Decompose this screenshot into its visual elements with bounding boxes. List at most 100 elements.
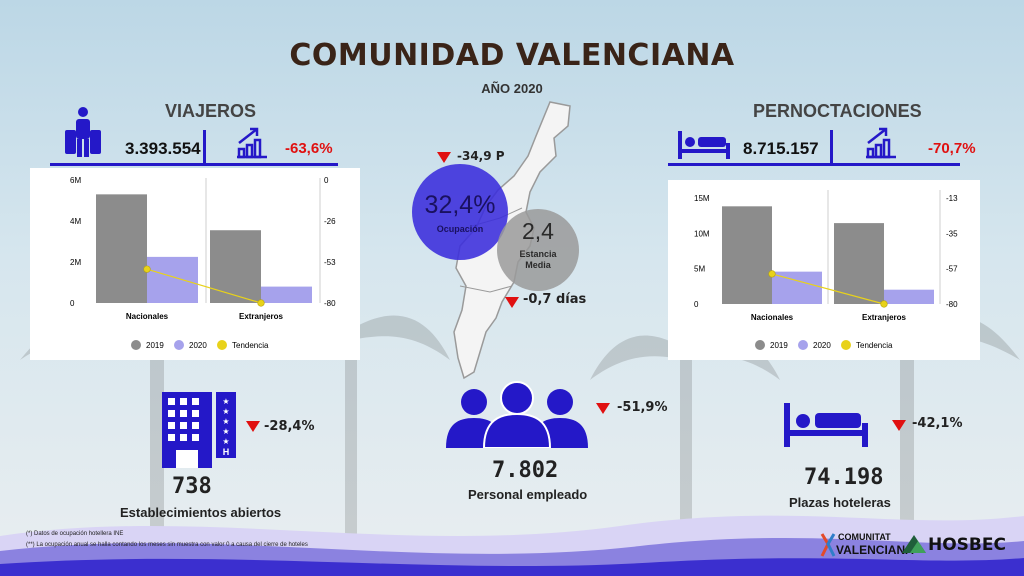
trend-line	[146, 268, 262, 304]
y-tick-label: 2M	[70, 258, 81, 267]
bar-2020	[884, 289, 934, 304]
down-arrow-icon	[246, 421, 260, 432]
category-label: Extranjeros	[239, 312, 284, 321]
footer-wave	[0, 515, 1024, 576]
trend-point	[768, 270, 776, 278]
svg-text:★: ★	[222, 417, 229, 426]
svg-text:★: ★	[222, 397, 229, 406]
y-tick-label: 5M	[694, 265, 705, 274]
divider	[203, 130, 206, 164]
y2-tick-label: -35	[946, 229, 958, 238]
underline	[668, 163, 960, 166]
stay-circle	[497, 209, 579, 291]
pernoctaciones-title: PERNOCTACIONES	[753, 101, 922, 121]
viajeros-total: 3.393.554	[125, 139, 201, 158]
personal-label: Personal empleado	[468, 487, 588, 502]
svg-text:★: ★	[222, 407, 229, 416]
viajeros-title: VIAJEROS	[165, 101, 257, 121]
trend-point	[880, 300, 888, 308]
personal-change: -51,9%	[617, 400, 668, 415]
comunitat-logo-text: COMUNITAT	[838, 532, 891, 542]
divider	[830, 130, 833, 164]
legend-label: Tendencia	[856, 341, 893, 350]
y-tick-label: 0	[694, 300, 699, 309]
plazas-label: Plazas hoteleras	[789, 495, 891, 510]
legend-label: 2020	[813, 341, 831, 350]
bar-2020	[772, 271, 822, 304]
bar-2019	[834, 223, 884, 304]
underline	[50, 163, 338, 166]
legend-label: Tendencia	[232, 341, 269, 350]
legend-swatch	[131, 340, 141, 350]
legend-label: 2019	[770, 341, 788, 350]
pernoctaciones-chart-panel	[668, 180, 980, 360]
y2-tick-label: -80	[946, 300, 958, 309]
stay-change: -0,7 días	[523, 292, 587, 307]
stay-value: 2,4	[522, 218, 554, 244]
category-label: Nacionales	[751, 313, 794, 322]
legend-label: 2019	[146, 341, 164, 350]
plazas-value: 74.198	[804, 465, 884, 490]
hotel-icon: ★ ★ ★ ★ ★ H	[158, 388, 240, 470]
bar-2019	[722, 206, 772, 304]
down-arrow-icon	[505, 297, 519, 308]
occupancy-change: -34,9 P	[457, 149, 505, 163]
bar-2020	[261, 286, 312, 303]
trend-point	[257, 299, 265, 307]
down-arrow-icon	[596, 403, 610, 414]
legend-swatch	[841, 340, 851, 350]
legend-swatch	[217, 340, 227, 350]
occupancy-value: 32,4%	[424, 191, 496, 219]
comunitat-logo-icon	[818, 530, 838, 560]
stay-label: Estancia	[519, 249, 557, 259]
bar-2019	[210, 230, 261, 303]
plazas-change: -42,1%	[912, 416, 963, 431]
bar-2020	[147, 256, 198, 303]
footnote: (**) La ocupación anual se halla contand…	[26, 542, 308, 548]
category-label: Nacionales	[126, 312, 169, 321]
legend-swatch	[798, 340, 808, 350]
legend-swatch	[174, 340, 184, 350]
svg-text:★: ★	[222, 427, 229, 436]
page-title: COMUNIDAD VALENCIANA	[289, 38, 735, 73]
y2-tick-label: -53	[324, 258, 336, 267]
occupancy-label: Ocupación	[436, 224, 484, 234]
establecimientos-change: -28,4%	[264, 419, 315, 434]
personal-value: 7.802	[492, 458, 559, 483]
trend-line	[771, 273, 885, 305]
growth-chart-icon	[233, 125, 271, 161]
category-label: Extranjeros	[862, 313, 907, 322]
legend-label: 2020	[189, 341, 207, 350]
y-tick-label: 4M	[70, 217, 81, 226]
y-tick-label: 15M	[694, 194, 710, 203]
hosbec-logo-text: HOSBEC	[928, 535, 1006, 555]
pernoctaciones-total: 8.715.157	[743, 139, 819, 158]
hosbec-logo-icon	[900, 533, 928, 555]
occupancy-circle	[412, 164, 508, 260]
y-tick-label: 6M	[70, 176, 81, 185]
y2-tick-label: -26	[324, 217, 336, 226]
trend-point	[143, 265, 151, 273]
establecimientos-value: 738	[172, 474, 212, 499]
legend-swatch	[755, 340, 765, 350]
traveler-icon	[62, 106, 104, 160]
y2-tick-label: -57	[946, 265, 958, 274]
down-arrow-icon	[437, 152, 451, 163]
viajeros-change: -63,6%	[285, 140, 333, 157]
viajeros-chart: Nacionales Extranjeros 6M 4M 2M 0 0 -26 -53 -80 20…	[70, 176, 336, 350]
pernoctaciones-change: -70,7%	[928, 140, 976, 157]
y2-tick-label: 0	[324, 176, 329, 185]
stay-label: Media	[525, 260, 551, 270]
y-tick-label: 10M	[694, 229, 710, 238]
pernoctaciones-chart: Nacionales Extranjeros 15M 10M 5M 0 -13 -35 -57 -…	[694, 190, 958, 350]
footnote: (*) Datos de ocupación hotellera INE	[26, 531, 124, 537]
bed-icon	[676, 129, 732, 161]
staff-icon	[444, 380, 590, 449]
growth-chart-icon	[862, 125, 900, 161]
bar-2019	[96, 194, 147, 303]
down-arrow-icon	[892, 420, 906, 431]
y-tick-label: 0	[70, 299, 75, 308]
y2-tick-label: -80	[324, 299, 336, 308]
svg-text:★: ★	[222, 437, 229, 446]
svg-text:H: H	[223, 447, 230, 457]
